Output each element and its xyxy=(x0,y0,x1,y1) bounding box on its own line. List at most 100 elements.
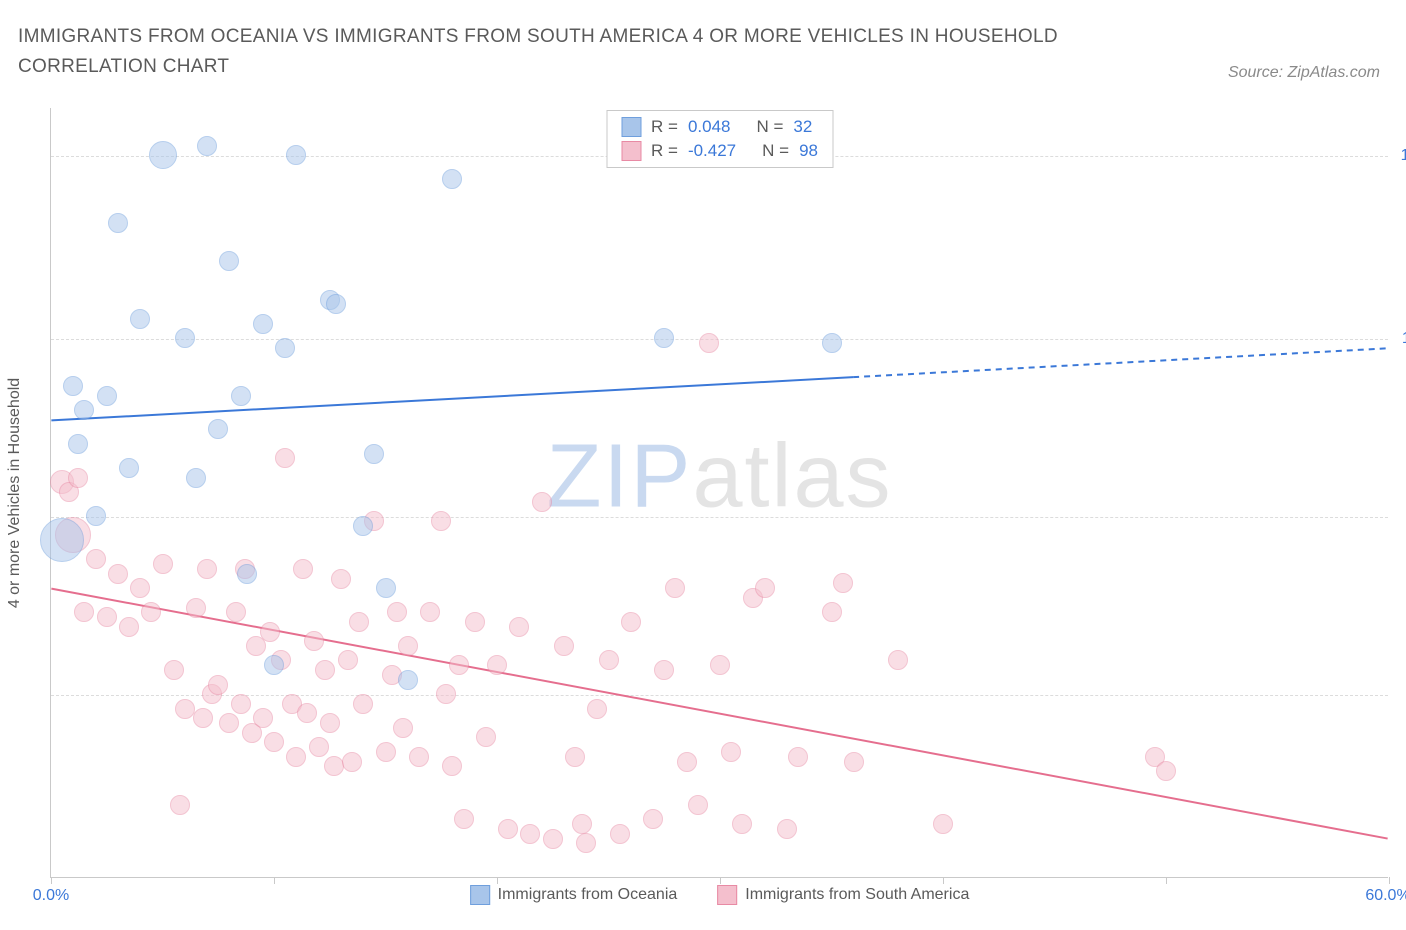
south-america-point xyxy=(442,756,462,776)
legend-r-label: R = xyxy=(651,115,678,139)
oceania-point xyxy=(326,294,346,314)
south-america-point xyxy=(387,602,407,622)
x-tick xyxy=(1389,877,1390,884)
south-america-point xyxy=(621,612,641,632)
south-america-point xyxy=(393,718,413,738)
south-america-point xyxy=(572,814,592,834)
oceania-point xyxy=(286,145,306,165)
oceania-point xyxy=(197,136,217,156)
south-america-point xyxy=(532,492,552,512)
legend-item-south-america: Immigrants from South America xyxy=(717,885,969,905)
south-america-point xyxy=(688,795,708,815)
y-tick-label: 15.0% xyxy=(1401,147,1406,165)
south-america-point xyxy=(677,752,697,772)
x-tick xyxy=(943,877,944,884)
south-america-point xyxy=(420,602,440,622)
oceania-point xyxy=(108,213,128,233)
oceania-point xyxy=(186,468,206,488)
x-min-label: 0.0% xyxy=(33,887,69,905)
oceania-point xyxy=(275,338,295,358)
south-america-point xyxy=(119,617,139,637)
south-america-point xyxy=(97,607,117,627)
legend-swatch-oceania xyxy=(621,117,641,137)
y-tick-label: 11.2% xyxy=(1402,330,1406,348)
south-america-point xyxy=(610,824,630,844)
legend-row-oceania: R = 0.048 N = 32 xyxy=(621,115,818,139)
south-america-point xyxy=(304,631,324,651)
south-america-point xyxy=(777,819,797,839)
south-america-point xyxy=(353,694,373,714)
south-america-point xyxy=(293,559,313,579)
legend-swatch-oceania xyxy=(470,885,490,905)
legend-item-oceania: Immigrants from Oceania xyxy=(470,885,678,905)
south-america-point xyxy=(710,655,730,675)
south-america-point xyxy=(599,650,619,670)
south-america-point xyxy=(732,814,752,834)
south-america-point xyxy=(226,602,246,622)
south-america-point xyxy=(699,333,719,353)
legend-label-south-america: Immigrants from South America xyxy=(745,886,969,904)
oceania-point xyxy=(68,434,88,454)
x-tick xyxy=(720,877,721,884)
south-america-point xyxy=(260,622,280,642)
oceania-point xyxy=(442,169,462,189)
legend-r-south-america: -0.427 xyxy=(688,139,736,163)
south-america-point xyxy=(74,602,94,622)
south-america-point xyxy=(275,448,295,468)
oceania-point xyxy=(231,386,251,406)
south-america-point xyxy=(68,468,88,488)
south-america-point xyxy=(193,708,213,728)
oceania-point xyxy=(398,670,418,690)
south-america-point xyxy=(286,747,306,767)
x-tick xyxy=(274,877,275,884)
oceania-point xyxy=(376,578,396,598)
south-america-point xyxy=(554,636,574,656)
south-america-point xyxy=(153,554,173,574)
south-america-point xyxy=(170,795,190,815)
south-america-point xyxy=(833,573,853,593)
oceania-point xyxy=(74,400,94,420)
x-tick xyxy=(497,877,498,884)
source-attribution: Source: ZipAtlas.com xyxy=(1228,64,1380,82)
south-america-point xyxy=(297,703,317,723)
south-america-point xyxy=(465,612,485,632)
legend-swatch-south-america xyxy=(621,141,641,161)
south-america-point xyxy=(264,732,284,752)
south-america-point xyxy=(643,809,663,829)
south-america-point xyxy=(186,598,206,618)
legend-r-label: R = xyxy=(651,139,678,163)
south-america-point xyxy=(576,833,596,853)
oceania-point xyxy=(822,333,842,353)
south-america-point xyxy=(509,617,529,637)
south-america-point xyxy=(587,699,607,719)
south-america-point xyxy=(822,602,842,622)
legend-swatch-south-america xyxy=(717,885,737,905)
south-america-point xyxy=(565,747,585,767)
oceania-point xyxy=(175,328,195,348)
south-america-point xyxy=(376,742,396,762)
south-america-point xyxy=(342,752,362,772)
oceania-point xyxy=(40,518,84,562)
south-america-point xyxy=(309,737,329,757)
oceania-point xyxy=(63,376,83,396)
south-america-point xyxy=(755,578,775,598)
oceania-point xyxy=(119,458,139,478)
south-america-point xyxy=(164,660,184,680)
south-america-point xyxy=(476,727,496,747)
oceania-point xyxy=(97,386,117,406)
oceania-point xyxy=(253,314,273,334)
legend-r-oceania: 0.048 xyxy=(688,115,731,139)
south-america-point xyxy=(331,569,351,589)
south-america-point xyxy=(543,829,563,849)
chart-title: IMMIGRANTS FROM OCEANIA VS IMMIGRANTS FR… xyxy=(18,22,1138,83)
south-america-point xyxy=(721,742,741,762)
south-america-point xyxy=(498,819,518,839)
south-america-point xyxy=(108,564,128,584)
oceania-point xyxy=(130,309,150,329)
south-america-point xyxy=(933,814,953,834)
legend-row-south-america: R = -0.427 N = 98 xyxy=(621,139,818,163)
south-america-point xyxy=(141,602,161,622)
y-axis-title: 4 or more Vehicles in Household xyxy=(6,377,24,607)
south-america-point xyxy=(449,655,469,675)
south-america-point xyxy=(888,650,908,670)
